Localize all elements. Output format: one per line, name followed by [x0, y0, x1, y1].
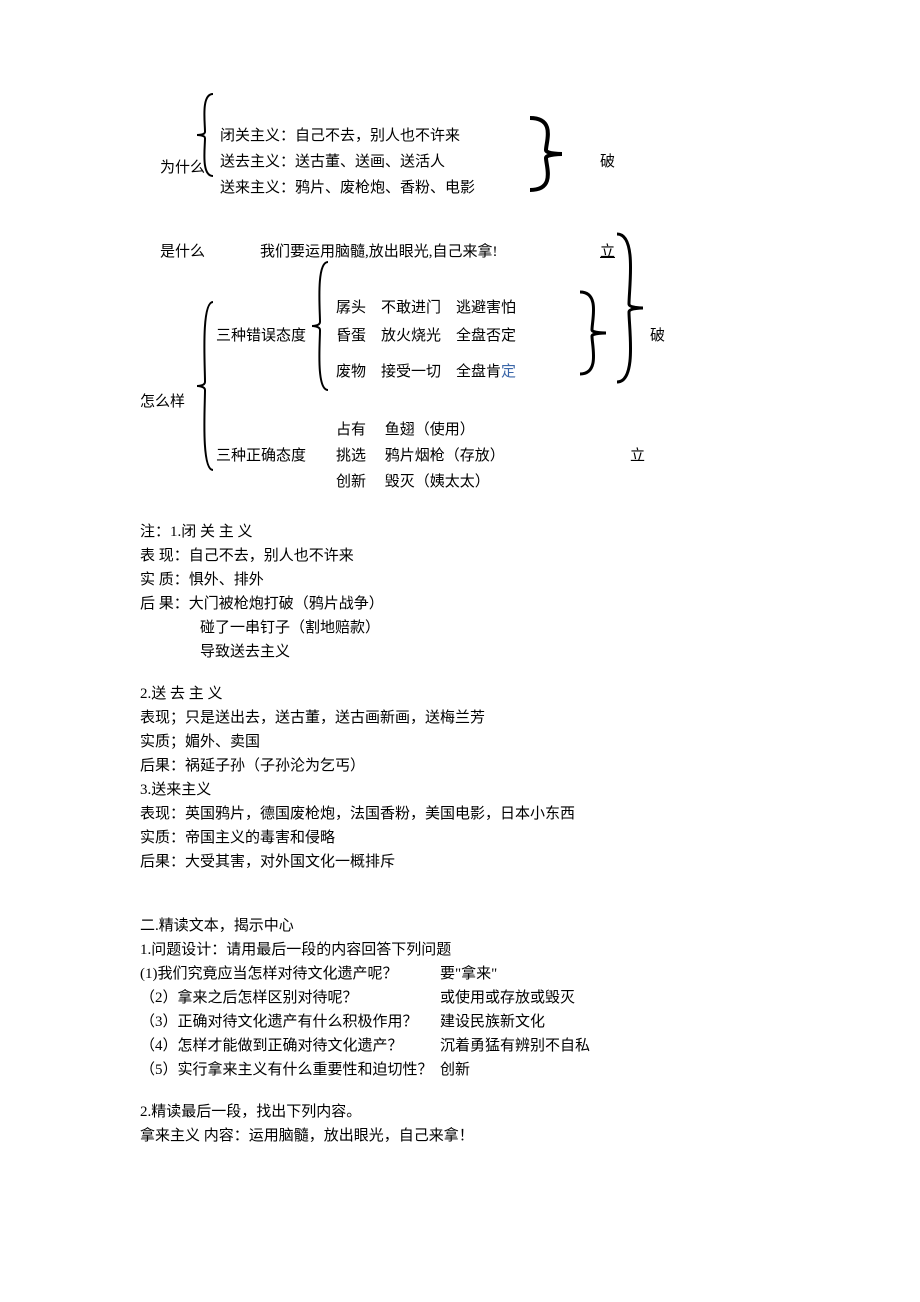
ratt-2-b: 鸦片烟枪（存放）	[385, 448, 505, 464]
spacer	[140, 664, 780, 682]
ratt-1-a: 占有	[336, 422, 366, 438]
qa-3-q: （3）正确对待文化遗产有什么积极作用？	[140, 1010, 440, 1034]
wrong-3-c: 全盘肯	[456, 364, 501, 380]
brace-left-wrong	[310, 260, 330, 392]
wrong-1-c: 逃避害怕	[456, 300, 516, 316]
sec2-p2b: 拿来主义 内容：运用脑髓，放出眼光，自己来拿！	[140, 1124, 780, 1148]
qa-2: （2）拿来之后怎样区别对待呢？或使用或存放或毁灭	[140, 986, 780, 1010]
wrong-2-c: 全盘否定	[456, 328, 516, 344]
sec2-qheading: 1.问题设计：请用最后一段的内容回答下列问题	[140, 938, 780, 962]
qa-5-q: （5）实行拿来主义有什么重要性和迫切性？	[140, 1058, 440, 1082]
qa-5-a: 创新	[440, 1062, 470, 1078]
label-why: 为什么	[160, 156, 205, 180]
outline-diagram: 为什么 闭关主义：自己不去，别人也不许来 送去主义：送古董、送画、送活人 送来主…	[140, 100, 780, 520]
n2-l1: 表现；只是送出去，送古董，送古画新画，送梅兰芳	[140, 706, 780, 730]
qa-3: （3）正确对待文化遗产有什么积极作用？建设民族新文化	[140, 1010, 780, 1034]
n3-title: 3.送来主义	[140, 778, 780, 802]
brace-right-why	[528, 116, 564, 192]
sec2-p2a: 2.精读最后一段，找出下列内容。	[140, 1100, 780, 1124]
ratt-3-a: 创新	[336, 474, 366, 490]
n1-l5: 导致送去主义	[140, 640, 780, 664]
why-item-3: 送来主义：鸦片、废枪炮、香粉、电影	[220, 176, 475, 200]
why-item-1: 闭关主义：自己不去，别人也不许来	[220, 124, 460, 148]
n3-l1: 表现：英国鸦片，德国废枪炮，法国香粉，美国电影，日本小东西	[140, 802, 780, 826]
wrong-3-b: 接受一切	[381, 364, 441, 380]
wrong-row-2: 昏蛋 放火烧光 全盘否定	[336, 324, 516, 348]
ratt-row-3: 创新 毁灭（姨太太）	[336, 470, 490, 494]
n3-l2: 实质：帝国主义的毒害和侵略	[140, 826, 780, 850]
n3-l3: 后果：大受其害，对外国文化一概排斥	[140, 850, 780, 874]
wrong-row-3: 废物 接受一切 全盘肯定	[336, 360, 516, 384]
brace-right-big	[615, 232, 645, 384]
n1-l1: 表 现：自己不去，别人也不许来	[140, 544, 780, 568]
ratt-1-b: 鱼翅（使用）	[385, 422, 475, 438]
qa-4-a: 沉着勇猛有辨别不自私	[440, 1038, 590, 1054]
label-how: 怎么样	[140, 390, 185, 414]
document-page: 为什么 闭关主义：自己不去，别人也不许来 送去主义：送古董、送画、送活人 送来主…	[0, 0, 920, 1302]
qa-4-q: （4）怎样才能做到正确对待文化遗产？	[140, 1034, 440, 1058]
section-gap	[140, 874, 780, 914]
n1-l4: 碰了一串钉子（割地赔款）	[140, 616, 780, 640]
wrong-row-1: 孱头 不敢进门 逃避害怕	[336, 296, 516, 320]
ratt-3-b: 毁灭（姨太太）	[385, 474, 490, 490]
ratt-right: 立	[630, 444, 645, 468]
qa-2-q: （2）拿来之后怎样区别对待呢？	[140, 986, 440, 1010]
n2-l3: 后果：祸延子孙（子孙沦为乞丐）	[140, 754, 780, 778]
wrong-right: 破	[650, 324, 665, 348]
n1-l2: 实 质：惧外、排外	[140, 568, 780, 592]
wrong-1-b: 不敢进门	[381, 300, 441, 316]
ratt-row-2: 挑选 鸦片烟枪（存放）	[336, 444, 505, 468]
qa-1-a: 要"拿来"	[440, 966, 497, 982]
ratt-2-a: 挑选	[336, 448, 366, 464]
n2-l2: 实质；媚外、卖国	[140, 730, 780, 754]
label-what: 是什么	[160, 240, 205, 264]
ratt-row-1: 占有 鱼翅（使用）	[336, 418, 475, 442]
notes-heading: 注：1.闭 关 主 义	[140, 520, 780, 544]
right-attitude-label: 三种正确态度	[216, 444, 306, 468]
wrong-2-a: 昏蛋	[336, 328, 366, 344]
spacer-2	[140, 1082, 780, 1100]
why-item-2: 送去主义：送古董、送画、送活人	[220, 150, 445, 174]
why-right: 破	[600, 150, 615, 174]
qa-3-a: 建设民族新文化	[440, 1014, 545, 1030]
section-2: 二.精读文本，揭示中心 1.问题设计：请用最后一段的内容回答下列问题 (1)我们…	[140, 914, 780, 1148]
brace-left-how	[195, 300, 215, 472]
n2-title: 2.送 去 主 义	[140, 682, 780, 706]
qa-5: （5）实行拿来主义有什么重要性和迫切性？创新	[140, 1058, 780, 1082]
brace-right-wrong	[578, 290, 608, 376]
notes-block: 注：1.闭 关 主 义 表 现：自己不去，别人也不许来 实 质：惧外、排外 后 …	[140, 520, 780, 874]
qa-2-a: 或使用或存放或毁灭	[440, 990, 575, 1006]
qa-1-q: (1)我们究竟应当怎样对待文化遗产呢？	[140, 962, 440, 986]
what-right: 立	[600, 240, 615, 264]
sec2-heading: 二.精读文本，揭示中心	[140, 914, 780, 938]
qa-1: (1)我们究竟应当怎样对待文化遗产呢？要"拿来"	[140, 962, 780, 986]
qa-4: （4）怎样才能做到正确对待文化遗产？沉着勇猛有辨别不自私	[140, 1034, 780, 1058]
wrong-3-a: 废物	[336, 364, 366, 380]
wrong-1-a: 孱头	[336, 300, 366, 316]
wrong-3-c-tail: 定	[501, 364, 516, 380]
n1-l3: 后 果：大门被枪炮打破（鸦片战争）	[140, 592, 780, 616]
wrong-2-b: 放火烧光	[381, 328, 441, 344]
wrong-attitude-label: 三种错误态度	[216, 324, 306, 348]
what-text: 我们要运用脑髓,放出眼光,自己来拿!	[260, 240, 498, 264]
